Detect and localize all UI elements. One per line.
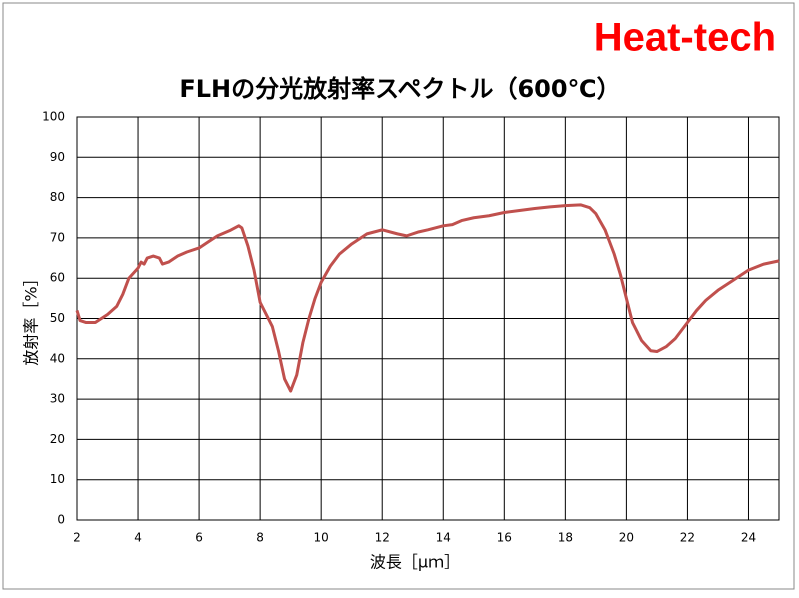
x-tick-label: 18 <box>558 531 573 545</box>
x-tick-label: 12 <box>375 531 390 545</box>
y-tick-label: 30 <box>50 392 65 406</box>
logo: Heat-tech <box>594 16 776 60</box>
y-tick-label: 80 <box>50 190 65 204</box>
x-tick-label: 24 <box>741 531 756 545</box>
x-tick-label: 10 <box>314 531 329 545</box>
x-tick-label: 20 <box>619 531 634 545</box>
y-tick-label: 50 <box>50 311 65 325</box>
y-tick-label: 0 <box>57 513 65 527</box>
y-tick-label: 40 <box>50 351 65 365</box>
y-tick-label: 100 <box>42 110 65 124</box>
x-tick-label: 2 <box>73 531 81 545</box>
x-tick-label: 14 <box>436 531 451 545</box>
y-tick-label: 10 <box>50 472 65 486</box>
y-tick-label: 20 <box>50 432 65 446</box>
plot-frame <box>76 116 780 521</box>
x-tick-label: 16 <box>497 531 512 545</box>
x-tick-label: 22 <box>680 531 695 545</box>
y-axis-label: 放射率［%］ <box>22 270 41 365</box>
x-tick-label: 6 <box>195 531 203 545</box>
y-tick-label: 90 <box>50 150 65 164</box>
chart-title: FLHの分光放射率スペクトル（600℃） <box>179 75 620 103</box>
chart-border <box>2 2 795 590</box>
y-tick-label: 60 <box>50 271 65 285</box>
data-line <box>75 203 780 393</box>
x-axis-label: 波長［μｍ］ <box>370 553 460 572</box>
y-tick-label: 70 <box>50 230 65 244</box>
x-tick-label: 4 <box>134 531 142 545</box>
x-tick-label: 8 <box>256 531 264 545</box>
